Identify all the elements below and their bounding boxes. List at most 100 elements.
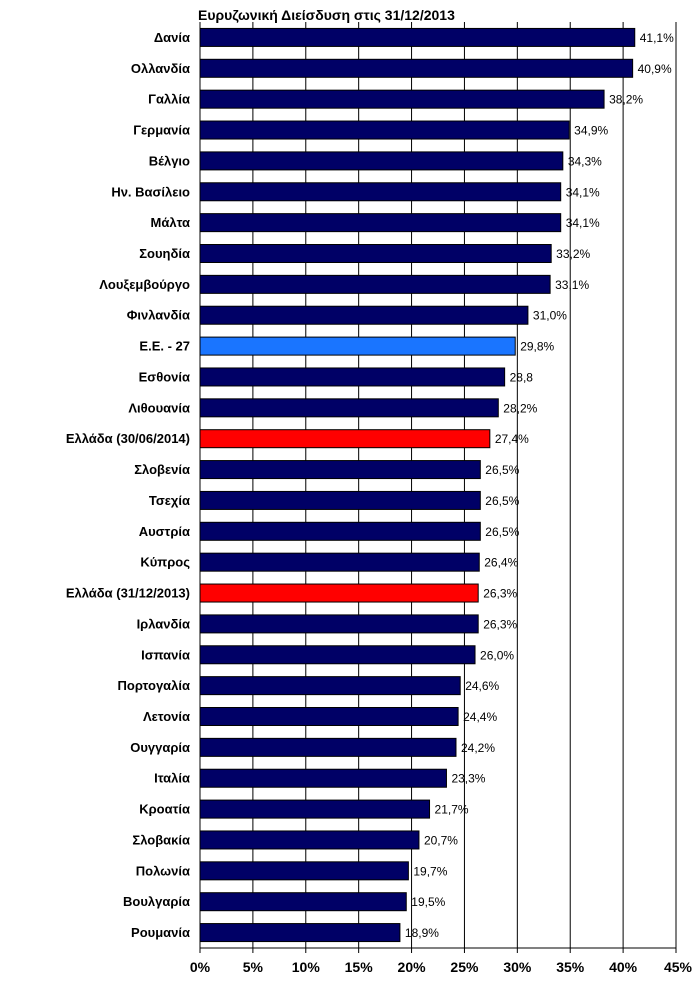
category-label: Βέλγιο (149, 153, 190, 168)
bar (199, 923, 401, 943)
category-label: Γαλλία (148, 92, 190, 107)
value-label: 27,4% (495, 432, 529, 446)
category-label: Ουγγαρία (130, 740, 190, 755)
category-label: Ελλάδα (30/06/2014) (66, 431, 190, 446)
bar (199, 490, 481, 510)
category-label: Λετονία (143, 709, 190, 724)
value-label: 24,6% (465, 679, 499, 693)
category-label: Ιταλία (154, 771, 190, 786)
value-label: 34,1% (566, 216, 600, 230)
value-label: 28,2% (503, 401, 537, 415)
category-label: Τσεχία (149, 493, 190, 508)
value-label: 26,5% (485, 525, 519, 539)
bar (199, 830, 420, 850)
chart-title: Ευρυζωνική Διείσδυση στις 31/12/2013 (198, 7, 455, 23)
category-label: Ιρλανδία (137, 616, 190, 631)
category-label: Ελλάδα (31/12/2013) (66, 586, 190, 601)
gridlines (199, 22, 677, 948)
category-label: Δανία (154, 30, 190, 45)
x-tick-label: 10% (292, 959, 321, 975)
bar (199, 707, 459, 726)
value-label: 34,3% (568, 154, 602, 168)
value-label: 26,3% (483, 587, 517, 601)
bar (199, 398, 499, 418)
bar (199, 676, 461, 696)
bar (199, 120, 570, 140)
bar (199, 799, 431, 819)
x-tick-label: 0% (190, 959, 211, 975)
category-label: Εσθονία (139, 369, 190, 384)
category-label: Βουλγαρία (123, 894, 190, 909)
bar (199, 182, 562, 202)
category-label: Λουξεμβούργο (99, 277, 190, 292)
bar (199, 244, 552, 263)
category-label: Λιθουανία (128, 400, 190, 415)
value-label: 28,8 (510, 370, 534, 384)
x-tick-label: 30% (503, 959, 532, 975)
value-label: 38,2% (609, 93, 643, 107)
bar (199, 552, 480, 572)
x-tick-label: 45% (664, 959, 693, 975)
x-tick-label: 40% (609, 959, 638, 975)
bar (199, 274, 551, 294)
category-label: Φινλανδία (127, 308, 190, 323)
category-labels: Δανία Ολλανδία Γαλλία Γερμανία Βέλγιο Ην. Βασ… (66, 30, 190, 940)
value-label: 26,3% (483, 617, 517, 631)
value-label: 23,3% (451, 772, 485, 786)
bar (199, 614, 479, 634)
category-label: Μάλτα (151, 215, 190, 230)
category-label: Ρουμανία (131, 925, 190, 940)
category-label: Σουηδία (139, 246, 190, 261)
bar (199, 151, 564, 171)
bar (199, 521, 481, 541)
value-label: 19,5% (411, 895, 445, 909)
category-label: Πορτογαλία (118, 678, 190, 693)
bar (199, 429, 491, 449)
category-label: Πολωνία (136, 863, 190, 878)
value-label: 33,2% (556, 247, 590, 261)
bar (199, 645, 476, 665)
category-label: Ισπανία (141, 647, 190, 662)
x-tick-label: 5% (243, 959, 264, 975)
value-label: 21,7% (435, 803, 469, 817)
value-label: 20,7% (424, 833, 458, 847)
value-label: 19,7% (413, 864, 447, 878)
category-label: Ε.Ε. - 27 (139, 339, 190, 354)
x-axis: 0% 5% 10% 15% 20% 25% 30% 35% 40% 45% (190, 947, 693, 975)
x-tick-label: 20% (398, 959, 427, 975)
value-label: 34,9% (574, 124, 608, 138)
value-label: 26,0% (480, 648, 514, 662)
x-tick-label: 15% (345, 959, 374, 975)
value-label: 26,5% (485, 463, 519, 477)
value-label: 34,1% (566, 185, 600, 199)
category-label: Κροατία (139, 802, 190, 817)
category-label: Αυστρία (139, 524, 190, 539)
bar (199, 892, 407, 912)
x-tick-label: 25% (450, 959, 479, 975)
value-label: 24,4% (463, 710, 497, 724)
bar (199, 460, 481, 480)
value-label: 18,9% (405, 926, 439, 940)
category-label: Κύπρος (140, 555, 190, 570)
bar (199, 213, 562, 233)
value-label: 41,1% (640, 31, 674, 45)
bar (199, 861, 409, 881)
bar (199, 583, 479, 603)
bar (199, 27, 636, 47)
value-label: 31,0% (533, 309, 567, 323)
bar (199, 58, 634, 78)
value-label: 40,9% (638, 62, 672, 76)
category-label: Ολλανδία (131, 61, 190, 76)
bar (199, 367, 506, 387)
bar (199, 305, 529, 325)
bar (199, 768, 447, 788)
category-label: Ην. Βασίλειο (111, 184, 190, 199)
value-label: 24,2% (461, 741, 495, 755)
category-label: Γερμανία (133, 123, 190, 138)
category-label: Σλοβενία (134, 462, 190, 477)
bar (199, 336, 516, 356)
category-label: Σλοβακία (132, 832, 190, 847)
value-label: 26,4% (484, 556, 518, 570)
bars-group (199, 27, 636, 943)
